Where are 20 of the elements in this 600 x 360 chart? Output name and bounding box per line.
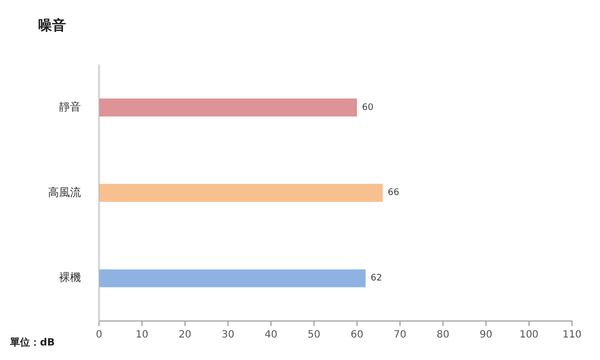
data-label: 60 xyxy=(362,102,374,113)
x-tick-label: 100 xyxy=(519,330,539,341)
data-label: 66 xyxy=(388,188,400,198)
x-tick-label: 80 xyxy=(436,330,450,341)
chart-title: 噪音 xyxy=(38,17,66,34)
data-label: 62 xyxy=(370,274,382,284)
x-tick-label: 20 xyxy=(178,330,192,341)
x-tick-label: 60 xyxy=(350,330,364,341)
x-tick-label: 10 xyxy=(136,330,148,341)
y-tick-label: 高風流 xyxy=(48,186,81,199)
y-tick-label: 裸機 xyxy=(59,271,81,284)
x-tick-label: 40 xyxy=(264,330,278,341)
text: 單位：dB xyxy=(9,336,55,349)
x-tick-label: 110 xyxy=(562,330,582,341)
x-tick-label: 0 xyxy=(96,330,102,341)
x-tick-label: 70 xyxy=(394,330,406,341)
x-tick-label: 90 xyxy=(480,330,492,341)
y-tick-label: 靜音 xyxy=(59,100,81,114)
x-tick-label: 30 xyxy=(222,330,234,341)
x-tick-label: 50 xyxy=(308,330,320,341)
